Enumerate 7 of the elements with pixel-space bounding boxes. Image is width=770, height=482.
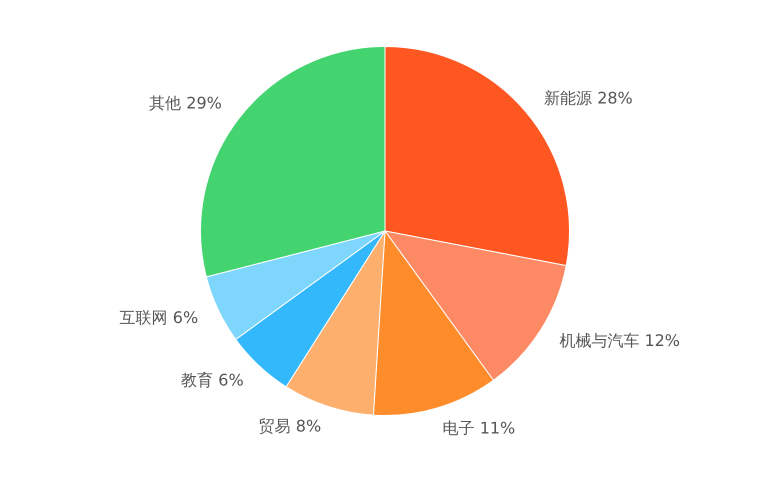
slice-label: 教育 6% [181, 370, 244, 390]
slice-label: 电子 11% [442, 418, 516, 438]
slice-label: 贸易 8% [258, 416, 322, 436]
slice-label: 其他 29% [149, 94, 222, 113]
slice-label: 机械与汽车 12% [559, 330, 680, 350]
slice-label: 互联网 6% [120, 308, 198, 328]
slice-label: 新能源 28% [544, 88, 633, 108]
